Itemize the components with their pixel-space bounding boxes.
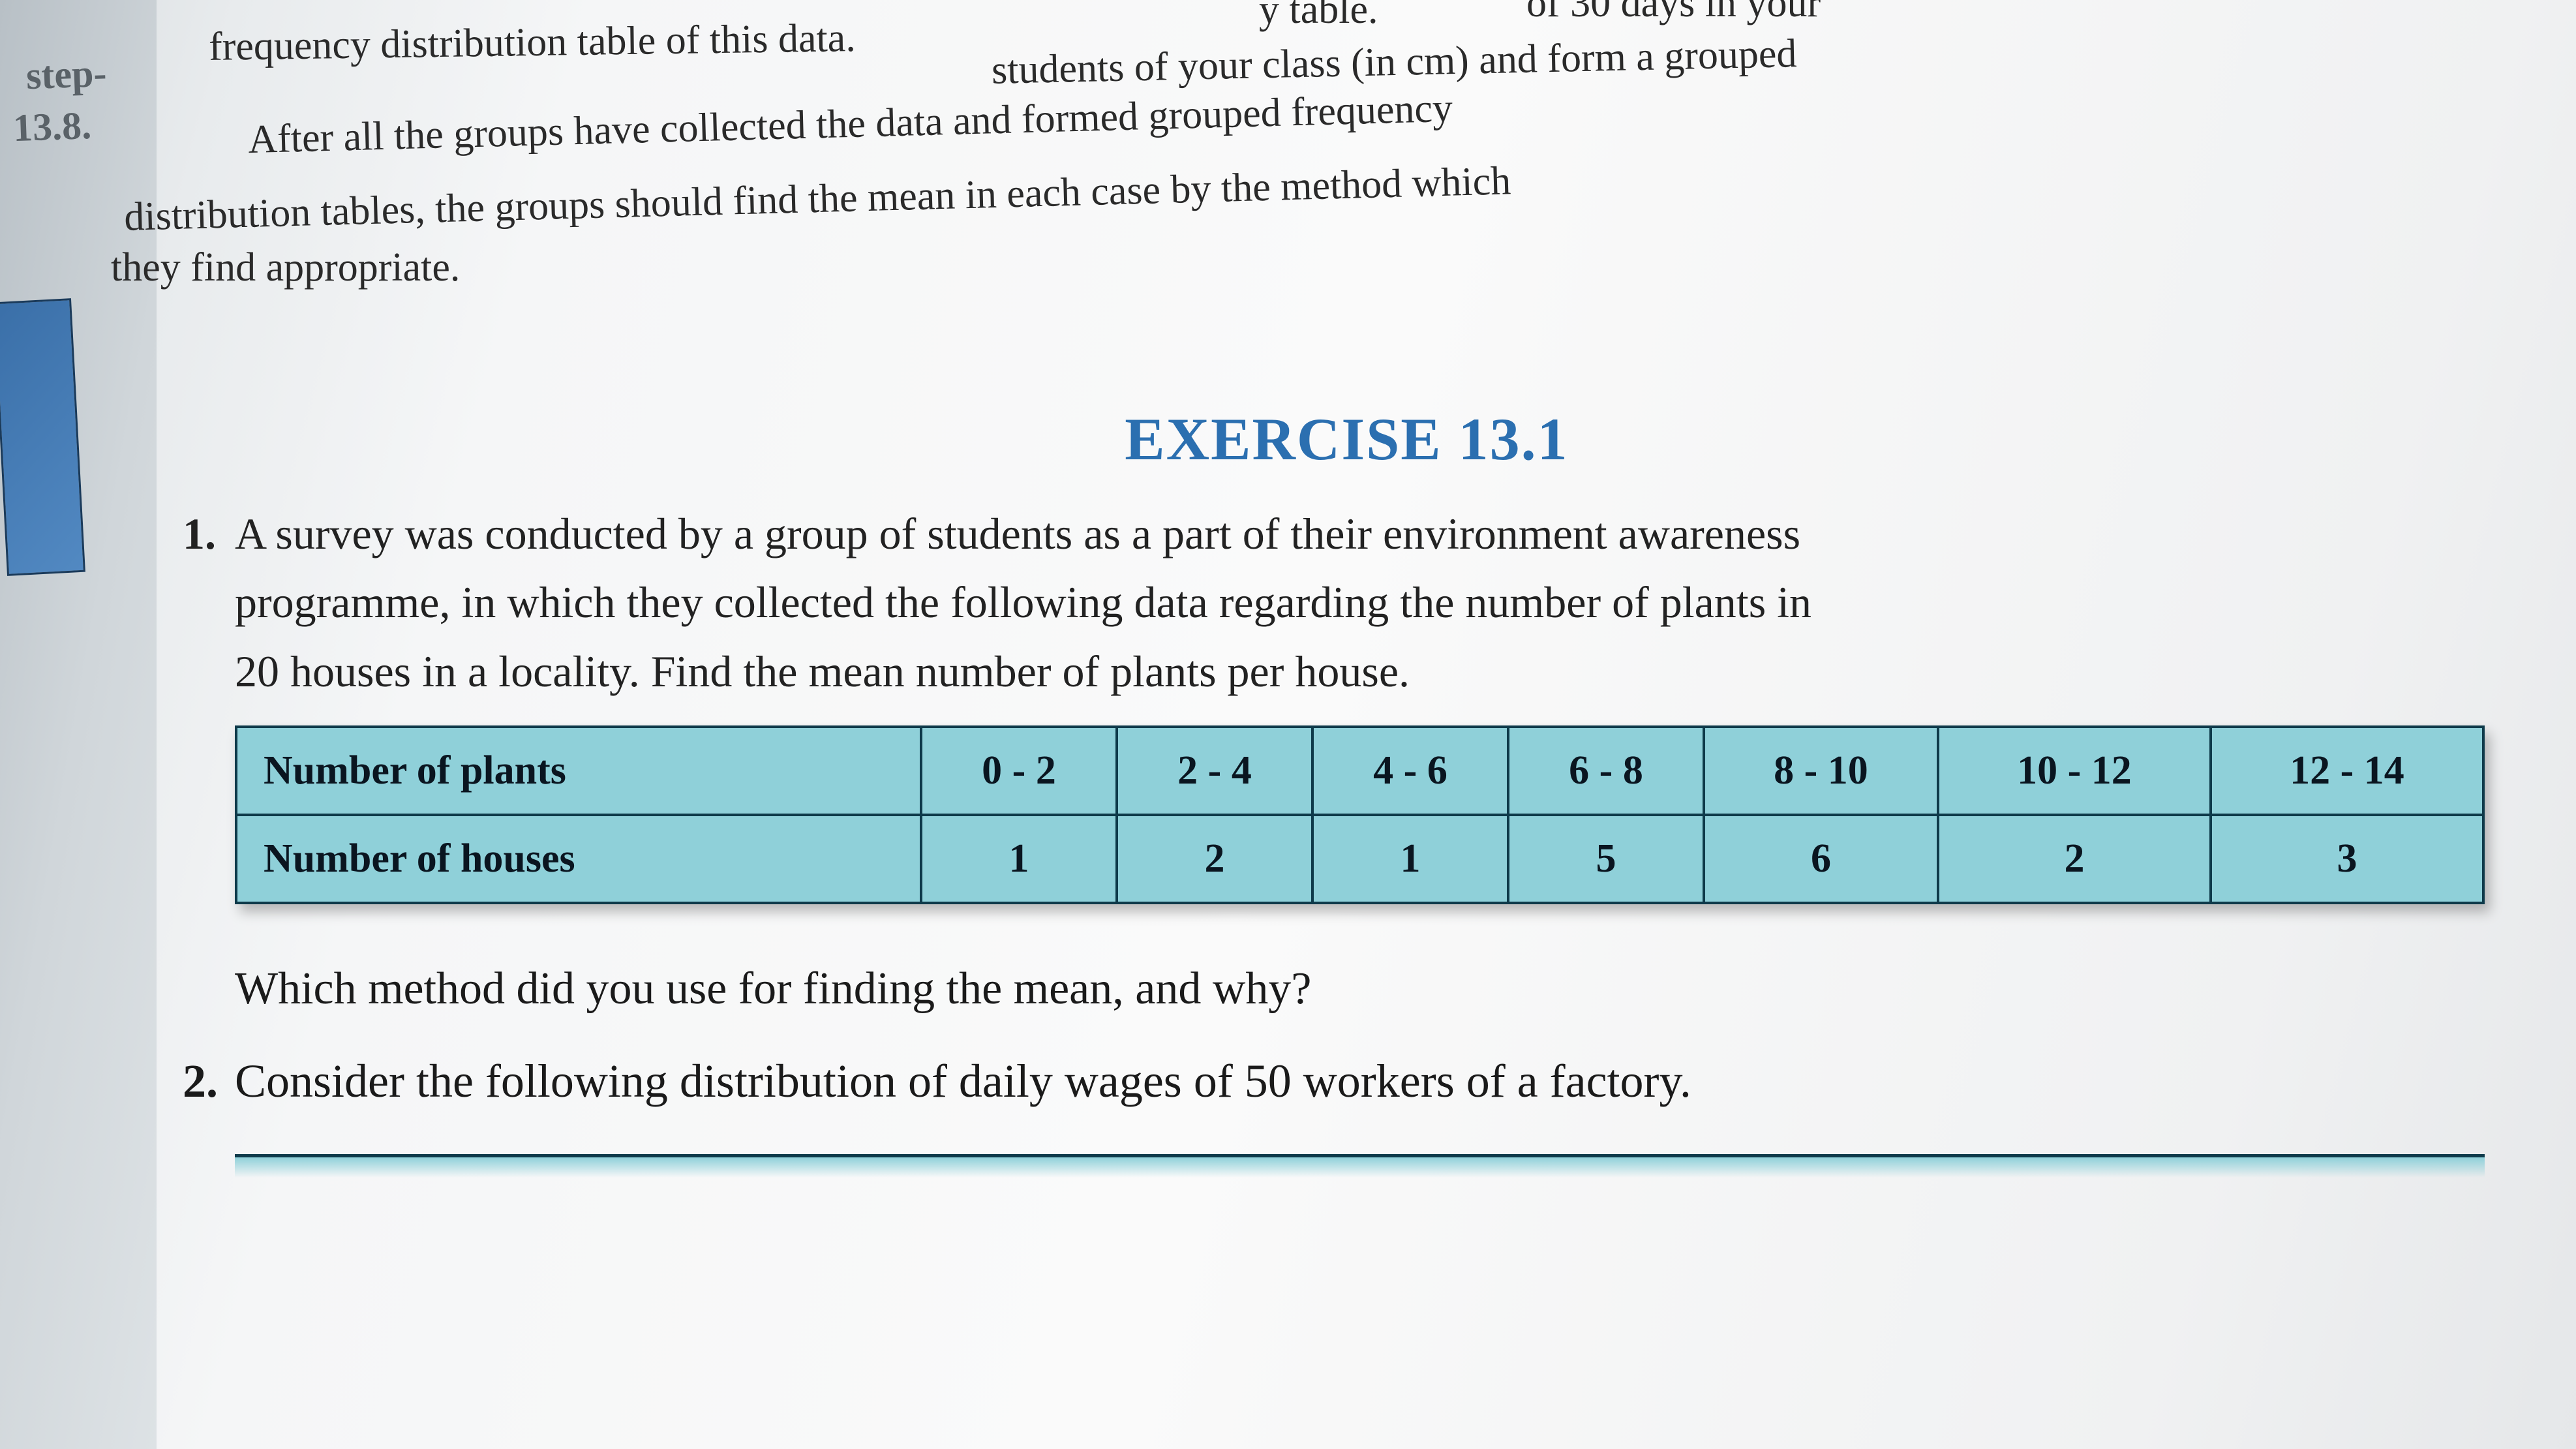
table-cell: 12 - 14 bbox=[2211, 727, 2483, 815]
partial-next-table-top bbox=[235, 1154, 2485, 1178]
margin-blue-block bbox=[0, 298, 85, 576]
question-1-line2: programme, in which they collected the f… bbox=[235, 568, 2485, 637]
frag-freq: frequency distribution table of this dat… bbox=[209, 15, 856, 70]
table-cell: 3 bbox=[2211, 815, 2483, 903]
table-row: Number of houses 1 2 1 5 6 2 3 bbox=[236, 815, 2483, 903]
table-cell: 2 bbox=[1938, 815, 2211, 903]
question-1-number: 1. bbox=[183, 500, 216, 568]
question-2: 2. Consider the following distribution o… bbox=[235, 1054, 2498, 1108]
table-cell: 10 - 12 bbox=[1938, 727, 2211, 815]
margin-label-step: step- bbox=[25, 51, 108, 99]
frag-table: y table. bbox=[1259, 0, 1378, 33]
table-row: Number of plants 0 - 2 2 - 4 4 - 6 6 - 8… bbox=[236, 727, 2483, 815]
top-paragraph-fragments: y table. of 30 days in your frequency di… bbox=[196, 0, 2498, 365]
plants-table: Number of plants 0 - 2 2 - 4 4 - 6 6 - 8… bbox=[235, 725, 2485, 904]
table-cell: 1 bbox=[921, 815, 1117, 903]
table-cell: 6 bbox=[1704, 815, 1938, 903]
table-cell: 4 - 6 bbox=[1312, 727, 1508, 815]
table-cell: 2 bbox=[1117, 815, 1312, 903]
table-cell: 2 - 4 bbox=[1117, 727, 1312, 815]
question-1-line1: A survey was conducted by a group of stu… bbox=[235, 500, 2485, 568]
page-content: y table. of 30 days in your frequency di… bbox=[170, 0, 2550, 1449]
frag-find: they find appropriate. bbox=[111, 245, 460, 291]
table-cell: 6 - 8 bbox=[1508, 727, 1704, 815]
question-1-followup: Which method did you use for finding the… bbox=[235, 963, 2498, 1015]
table-cell: 8 - 10 bbox=[1704, 727, 1938, 815]
margin-label-section: 13.8. bbox=[12, 103, 92, 151]
row-header-plants: Number of plants bbox=[236, 727, 921, 815]
question-2-number: 2. bbox=[183, 1054, 218, 1108]
question-2-text: Consider the following distribution of d… bbox=[235, 1055, 1691, 1107]
frag-students: students of your class (in cm) and form … bbox=[991, 31, 1797, 94]
row-header-houses: Number of houses bbox=[236, 815, 921, 903]
question-1: 1. A survey was conducted by a group of … bbox=[235, 500, 2485, 706]
frag-30days: of 30 days in your bbox=[1526, 0, 1821, 27]
question-1-line3: 20 houses in a locality. Find the mean n… bbox=[235, 637, 2485, 706]
exercise-heading: EXERCISE 13.1 bbox=[196, 404, 2498, 474]
frag-dist: distribution tables, the groups should f… bbox=[123, 158, 1511, 241]
frag-after: After all the groups have collected the … bbox=[247, 85, 1453, 163]
table-cell: 0 - 2 bbox=[921, 727, 1117, 815]
table-cell: 5 bbox=[1508, 815, 1704, 903]
table-cell: 1 bbox=[1312, 815, 1508, 903]
